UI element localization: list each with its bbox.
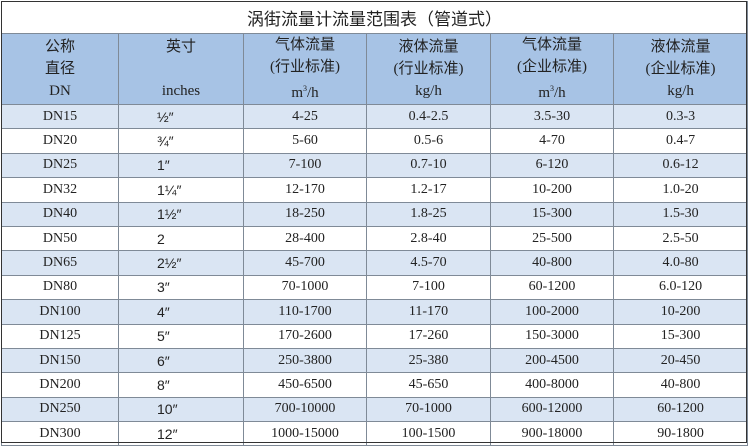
cell-gas-enterprise: 10-200 <box>490 177 614 203</box>
table-row: DN80 3″ 70-1000 7-100 60-1200 6.0-120 <box>1 274 749 301</box>
cell-liquid-industry: 1.8-25 <box>366 201 491 227</box>
cell-gas-industry: 700-10000 <box>243 396 367 423</box>
table-row: DN15 ½″ 4-25 0.4-2.5 3.5-30 0.3-3 <box>1 103 749 130</box>
cell-dn: DN100 <box>1 299 119 325</box>
cell-inches: 3″ <box>118 274 244 301</box>
cell-dn: DN40 <box>1 201 119 227</box>
cell-liquid-enterprise: 1.5-30 <box>612 201 749 227</box>
cell-gas-enterprise: 4-70 <box>490 128 614 154</box>
cell-liquid-industry: 11-170 <box>366 299 491 325</box>
cell-gas-industry: 4-25 <box>243 103 367 130</box>
cell-inches: ½″ <box>118 103 244 130</box>
cell-liquid-industry: 25-380 <box>366 347 491 374</box>
cell-gas-enterprise: 25-500 <box>490 225 614 252</box>
cell-dn: DN25 <box>1 152 119 179</box>
cell-liquid-enterprise: 20-450 <box>612 347 749 374</box>
header-liquid-industry: 液体流量 (行业标准) kg/h <box>366 33 491 105</box>
cell-dn: DN50 <box>1 225 119 252</box>
header-gas-enterprise: 气体流量 (企业标准) m3/h <box>490 33 614 105</box>
cell-liquid-enterprise: 10-200 <box>612 299 749 325</box>
cell-liquid-enterprise: 0.6-12 <box>612 152 749 179</box>
cell-liquid-enterprise: 1.0-20 <box>612 177 749 203</box>
cell-dn: DN300 <box>1 421 119 446</box>
table-title: 涡街流量计流量范围表（管道式） <box>0 1 749 34</box>
cell-gas-industry: 18-250 <box>243 201 367 227</box>
table-row: DN25 1″ 7-100 0.7-10 6-120 0.6-12 <box>1 152 749 179</box>
cell-liquid-industry: 100-1500 <box>366 421 491 446</box>
table-row: DN100 4″ 110-1700 11-170 100-2000 10-200 <box>1 299 749 325</box>
cell-gas-industry: 250-3800 <box>243 347 367 374</box>
cell-gas-industry: 110-1700 <box>243 299 367 325</box>
cell-dn: DN250 <box>1 396 119 423</box>
cell-gas-industry: 70-1000 <box>243 274 367 301</box>
cell-inches: 1″ <box>118 152 244 179</box>
cell-liquid-enterprise: 4.0-80 <box>612 250 749 276</box>
cell-dn: DN65 <box>1 250 119 276</box>
header-inches: 英寸 inches <box>118 33 244 105</box>
cell-gas-enterprise: 40-800 <box>490 250 614 276</box>
cell-gas-industry: 170-2600 <box>243 323 367 349</box>
cell-liquid-enterprise: 2.5-50 <box>612 225 749 252</box>
cell-inches: 4″ <box>118 299 244 325</box>
cell-gas-enterprise: 400-8000 <box>490 372 614 398</box>
cell-liquid-industry: 7-100 <box>366 274 491 301</box>
cell-gas-industry: 45-700 <box>243 250 367 276</box>
table-row: DN300 12″ 1000-15000 100-1500 900-18000 90-18… <box>1 421 749 446</box>
cell-inches: 10″ <box>118 396 244 423</box>
cell-liquid-industry: 0.4-2.5 <box>366 103 491 130</box>
header-row: 公称 直径 DN 英寸 inches 气体流量 (行业标准) m3/h 液体流量 (行业标准… <box>1 33 749 105</box>
cell-liquid-enterprise: 0.4-7 <box>612 128 749 154</box>
cell-dn: DN200 <box>1 372 119 398</box>
cell-gas-enterprise: 200-4500 <box>490 347 614 374</box>
cell-gas-enterprise: 150-3000 <box>490 323 614 349</box>
cell-gas-industry: 28-400 <box>243 225 367 252</box>
table-row: DN50 2 28-400 2.8-40 25-500 2.5-50 <box>1 225 749 252</box>
cell-gas-industry: 5-60 <box>243 128 367 154</box>
table-row: DN125 5″ 170-2600 17-260 150-3000 15-300 <box>1 323 749 349</box>
cell-liquid-enterprise: 90-1800 <box>612 421 749 446</box>
cell-gas-enterprise: 100-2000 <box>490 299 614 325</box>
cell-inches: 1½″ <box>118 201 244 227</box>
cell-inches: 2 <box>118 225 244 252</box>
header-liquid-enterprise: 液体流量 (企业标准) kg/h <box>612 33 749 105</box>
cell-liquid-enterprise: 6.0-120 <box>612 274 749 301</box>
table-row: DN40 1½″ 18-250 1.8-25 15-300 1.5-30 <box>1 201 749 227</box>
cell-gas-industry: 12-170 <box>243 177 367 203</box>
cell-dn: DN125 <box>1 323 119 349</box>
cell-inches: ¾″ <box>118 128 244 154</box>
cell-liquid-industry: 17-260 <box>366 323 491 349</box>
table-row: DN65 2½″ 45-700 4.5-70 40-800 4.0-80 <box>1 250 749 276</box>
table-row: DN250 10″ 700-10000 70-1000 600-12000 60-1200 <box>1 396 749 423</box>
cell-inches: 2½″ <box>118 250 244 276</box>
cell-liquid-industry: 0.7-10 <box>366 152 491 179</box>
cell-dn: DN150 <box>1 347 119 374</box>
cell-liquid-enterprise: 40-800 <box>612 372 749 398</box>
cell-inches: 8″ <box>118 372 244 398</box>
cell-gas-enterprise: 600-12000 <box>490 396 614 423</box>
table-row: DN200 8″ 450-6500 45-650 400-8000 40-800 <box>1 372 749 398</box>
cell-gas-enterprise: 60-1200 <box>490 274 614 301</box>
cell-gas-enterprise: 6-120 <box>490 152 614 179</box>
cell-liquid-enterprise: 15-300 <box>612 323 749 349</box>
cell-liquid-enterprise: 0.3-3 <box>612 103 749 130</box>
cell-gas-industry: 1000-15000 <box>243 421 367 446</box>
cell-inches: 5″ <box>118 323 244 349</box>
cell-gas-industry: 450-6500 <box>243 372 367 398</box>
cell-liquid-industry: 4.5-70 <box>366 250 491 276</box>
cell-gas-industry: 7-100 <box>243 152 367 179</box>
cell-inches: 1¼″ <box>118 177 244 203</box>
cell-dn: DN80 <box>1 274 119 301</box>
header-gas-industry: 气体流量 (行业标准) m3/h <box>243 33 367 105</box>
cell-inches: 6″ <box>118 347 244 374</box>
cell-liquid-industry: 0.5-6 <box>366 128 491 154</box>
cell-liquid-industry: 70-1000 <box>366 396 491 423</box>
cell-liquid-enterprise: 60-1200 <box>612 396 749 423</box>
table-row: DN150 6″ 250-3800 25-380 200-4500 20-450 <box>1 347 749 374</box>
